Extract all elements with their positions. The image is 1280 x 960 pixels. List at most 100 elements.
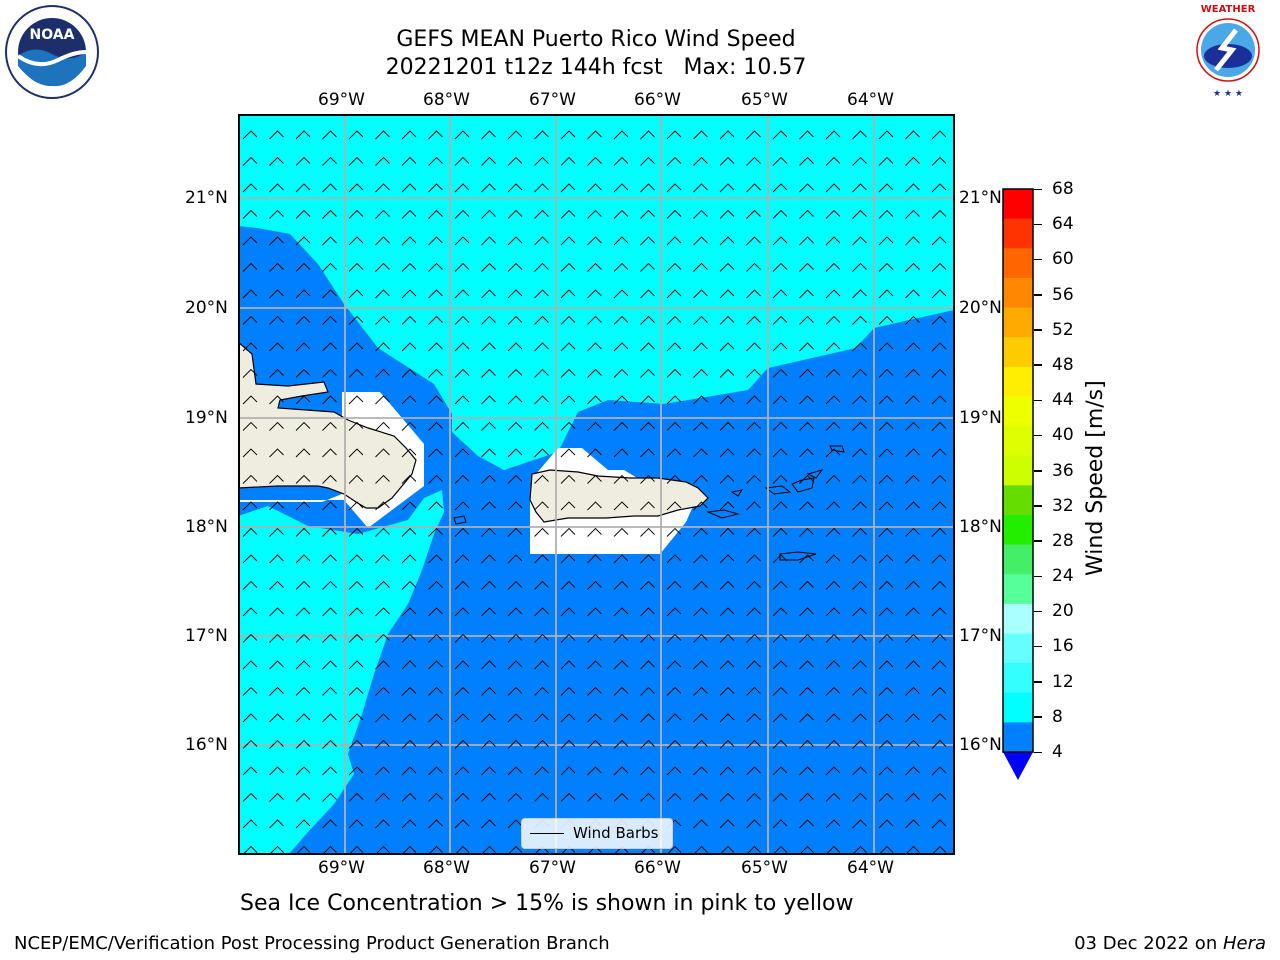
wind-barb [825, 713, 841, 723]
wind-barb [348, 792, 364, 802]
wind-barb [295, 845, 311, 855]
colorbar-tick-label: 48 [1052, 354, 1074, 375]
wind-barb [852, 448, 867, 458]
wind-barb [931, 713, 947, 723]
wind-barb [428, 289, 443, 299]
wind-barb [269, 395, 284, 405]
wind-barb [534, 368, 549, 378]
map-legend: Wind Barbs [521, 818, 673, 849]
colorbar-band [1003, 277, 1033, 309]
longitude-label: 69°W [318, 858, 365, 878]
colorbar-tick-mark [1034, 470, 1042, 472]
wind-barb [613, 315, 629, 325]
wind-barb [401, 554, 417, 564]
wind-barb [852, 713, 867, 723]
wind-barb [401, 289, 417, 299]
wind-barb [242, 660, 258, 670]
wind-barb [852, 554, 867, 564]
wind-barb [640, 448, 655, 458]
wind-barb [428, 686, 443, 696]
wind-barb [507, 262, 523, 272]
wind-barb [560, 607, 576, 617]
wind-barb [375, 156, 390, 166]
wind-barb [348, 501, 364, 511]
wind-barb [481, 448, 496, 458]
wind-barb [719, 209, 735, 219]
wind-barb [242, 607, 258, 617]
wind-barb [852, 236, 867, 246]
wind-barb [454, 236, 470, 246]
wind-barb [269, 209, 284, 219]
wind-barb [401, 501, 417, 511]
wind-barb [852, 739, 867, 749]
wind-barb [560, 262, 576, 272]
wind-barb [772, 501, 788, 511]
wind-barb [878, 792, 894, 802]
wind-barb [693, 501, 708, 511]
wind-barb [507, 448, 523, 458]
wind-barb [454, 713, 470, 723]
wind-barb [746, 315, 761, 325]
wind-barb [852, 660, 867, 670]
wind-barb [613, 421, 629, 431]
wind-barb [322, 421, 337, 431]
footer-date-text: 03 Dec 2022 on [1074, 933, 1223, 954]
wind-barb [481, 130, 496, 140]
wind-barb [905, 156, 920, 166]
wind-barb [587, 342, 602, 352]
wind-barb [454, 130, 470, 140]
wind-barb [375, 474, 390, 484]
wind-barb [269, 845, 284, 855]
wind-barb [375, 289, 390, 299]
colorbar-band [1003, 544, 1033, 575]
wind-barb [348, 209, 364, 219]
wind-barb [666, 554, 682, 564]
wind-barb [799, 713, 814, 723]
wind-barb [746, 554, 761, 564]
longitude-label: 68°W [423, 858, 470, 878]
latitude-label: 16°N [959, 735, 1002, 755]
wind-barb [746, 236, 761, 246]
wind-barb [905, 607, 920, 617]
wind-barb [322, 183, 337, 193]
latitude-label: 20°N [185, 298, 228, 318]
wind-barb [454, 183, 470, 193]
wind-barb [613, 448, 629, 458]
wind-barb [401, 448, 417, 458]
wind-barb [772, 792, 788, 802]
footer-credit: NCEP/EMC/Verification Post Processing Pr… [14, 933, 610, 954]
wind-barb [746, 633, 761, 643]
wind-barb [375, 660, 390, 670]
wind-barb [613, 607, 629, 617]
wind-barb [295, 315, 311, 325]
wind-barb [878, 368, 894, 378]
wind-barb [852, 501, 867, 511]
wind-barb [693, 289, 708, 299]
wind-barb [693, 739, 708, 749]
latitude-label: 16°N [185, 735, 228, 755]
wind-barb [481, 792, 496, 802]
wind-barb [746, 501, 761, 511]
wind-barb [322, 448, 337, 458]
wind-barb [878, 130, 894, 140]
wind-barb [825, 819, 841, 829]
wind-barb [746, 209, 761, 219]
wind-barb [693, 607, 708, 617]
wind-barb [852, 580, 867, 590]
longitude-label: 69°W [318, 90, 365, 110]
wind-barb [242, 501, 258, 511]
wind-barb [560, 501, 576, 511]
wind-barb [746, 130, 761, 140]
wind-barb [719, 395, 735, 405]
wind-barb [746, 713, 761, 723]
wind-barb [878, 236, 894, 246]
wind-barb [878, 262, 894, 272]
wind-barb [375, 766, 390, 776]
wind-barb [666, 580, 682, 590]
wind-barb [719, 289, 735, 299]
wind-barb [242, 130, 258, 140]
wind-barb [905, 580, 920, 590]
wind-barb [719, 368, 735, 378]
wind-barb [454, 156, 470, 166]
wind-barb [322, 792, 337, 802]
